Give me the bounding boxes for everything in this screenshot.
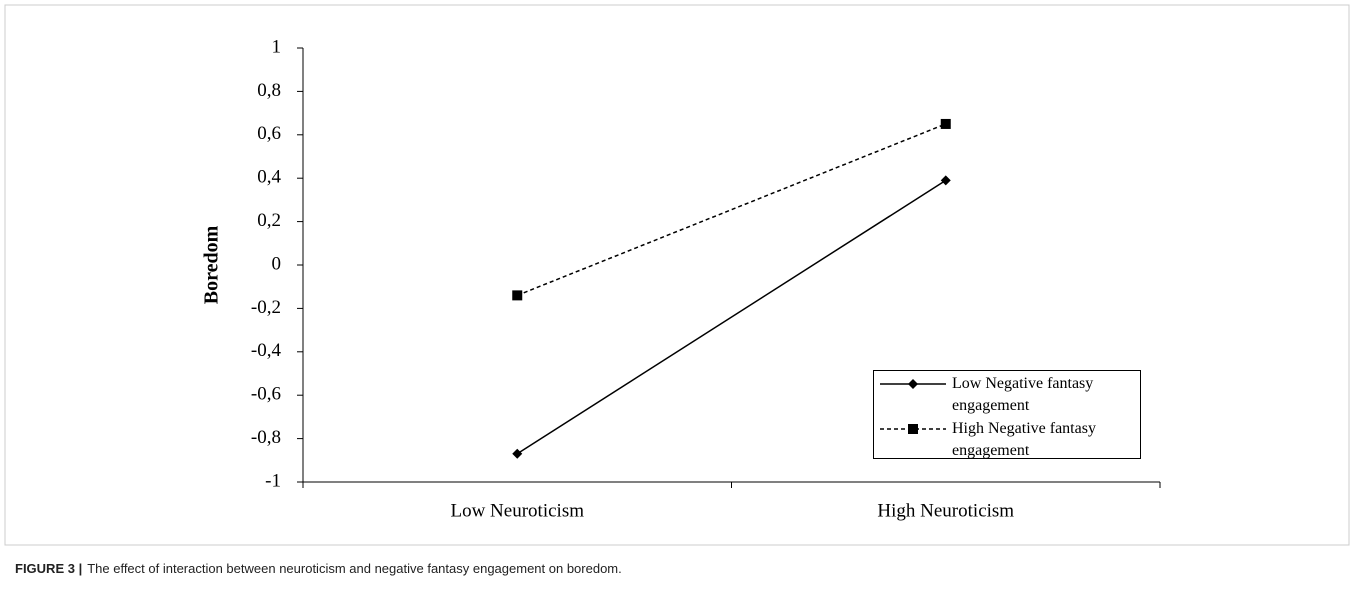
- y-tick-label: 0,6: [257, 123, 281, 144]
- legend-swatch: [880, 424, 946, 434]
- marker: [512, 290, 523, 301]
- caption-label: FIGURE 3 |: [15, 561, 83, 576]
- y-tick-label: -0,4: [251, 340, 282, 361]
- y-tick-label: 0,2: [257, 210, 281, 231]
- x-tick-label: High Neuroticism: [877, 500, 1014, 521]
- y-tick-label: -0,2: [251, 297, 281, 318]
- caption-text: The effect of interaction between neurot…: [87, 561, 622, 576]
- legend-entry: High Negative fantasy engagement: [880, 418, 1127, 462]
- legend-entry: Low Negative fantasy engagement: [880, 373, 1127, 417]
- y-tick-label: 1: [272, 36, 282, 57]
- y-tick-label: -0,6: [251, 384, 281, 405]
- legend-label: Low Negative fantasy engagement: [952, 375, 1094, 414]
- legend: Low Negative fantasy engagement High Nega…: [873, 370, 1141, 459]
- y-tick-label: 0,4: [257, 167, 281, 188]
- figure-frame: [4, 4, 1350, 546]
- chart: Boredom -1 -0,8 -0,6 -0,4 -0,2 0 0,2 0,4 0,6 0,8 1…: [4, 4, 1350, 546]
- series-line: [516, 123, 947, 297]
- legend-label: High Negative fantasy engagement: [952, 420, 1096, 459]
- marker: [908, 379, 918, 389]
- caption: FIGURE 3 | The effect of interaction betw…: [15, 561, 622, 576]
- y-tick-label: 0: [272, 253, 282, 274]
- marker: [512, 448, 523, 459]
- y-tick-label: -0,8: [251, 427, 281, 448]
- marker: [908, 424, 918, 434]
- y-tick-label: -1: [265, 470, 281, 491]
- legend-swatch: [880, 379, 946, 389]
- marker: [940, 175, 951, 186]
- series-line: [516, 179, 947, 455]
- x-tick-label: Low Neuroticism: [450, 500, 584, 521]
- marker: [940, 118, 951, 129]
- y-tick-label: 0,8: [257, 80, 281, 101]
- y-axis-title: Boredom: [201, 225, 223, 304]
